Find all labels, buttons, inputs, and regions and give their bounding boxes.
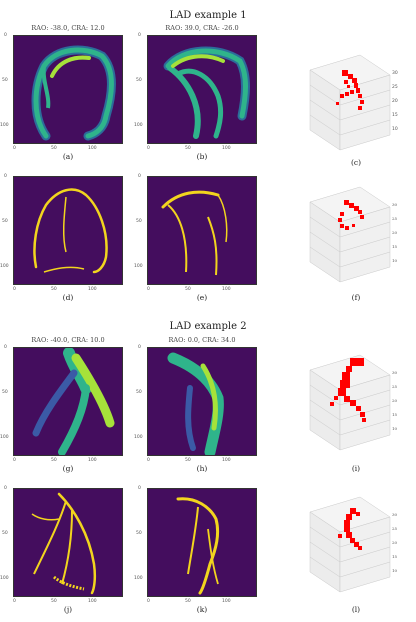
tick-x-b-100: 100 xyxy=(222,146,231,151)
tick-x-j-0: 0 xyxy=(13,599,16,604)
projection-h xyxy=(147,347,257,456)
projection-b xyxy=(147,35,257,144)
tick-x-g-0: 0 xyxy=(13,458,16,463)
tick-x-a-0: 0 xyxy=(13,146,16,151)
view-label-b: RAO: 39.0, CRA: -26.0 xyxy=(165,24,239,32)
tick-x-h-100: 100 xyxy=(222,458,231,463)
tick-y-g-50: 50 xyxy=(2,390,8,395)
z3d-i-10: 10 xyxy=(392,426,398,431)
z3d-c-10: 10 xyxy=(392,126,398,132)
tick-x-e-100: 100 xyxy=(222,287,231,292)
view-label-g: RAO: -40.0, CRA: 10.0 xyxy=(31,336,105,344)
tick-y-g-0: 0 xyxy=(4,345,7,350)
tick-y-d-50: 50 xyxy=(2,219,8,224)
z3d-c-15: 15 xyxy=(392,112,398,118)
z3d-f-15: 15 xyxy=(392,244,398,249)
segmentation-k xyxy=(147,488,257,597)
caption-k: (k) xyxy=(196,605,208,614)
tick-x-d-50: 50 xyxy=(51,287,57,292)
caption-c: (c) xyxy=(350,158,362,167)
tick-y-a-100: 100 xyxy=(0,123,9,128)
tick-x-a-100: 100 xyxy=(88,146,97,151)
tick-x-e-50: 50 xyxy=(185,287,191,292)
tick-y-b-50: 50 xyxy=(136,78,142,83)
z3d-c-20: 20 xyxy=(392,98,398,104)
segmentation-d xyxy=(13,176,123,285)
tick-x-d-100: 100 xyxy=(88,287,97,292)
z3d-l-30: 30 xyxy=(392,512,398,517)
tick-y-k-100: 100 xyxy=(134,576,143,581)
tick-x-d-0: 0 xyxy=(13,287,16,292)
section2-title: LAD example 2 xyxy=(169,321,247,332)
caption-g: (g) xyxy=(62,464,74,473)
tick-y-b-0: 0 xyxy=(138,33,141,38)
tick-y-a-50: 50 xyxy=(2,78,8,83)
tick-y-g-100: 100 xyxy=(0,435,9,440)
caption-l: (l) xyxy=(351,605,361,614)
tick-y-e-50: 50 xyxy=(136,219,142,224)
tick-y-j-0: 0 xyxy=(4,486,7,491)
z3d-l-15: 15 xyxy=(392,554,398,559)
tick-x-h-0: 0 xyxy=(147,458,150,463)
tick-x-b-0: 0 xyxy=(147,146,150,151)
caption-d: (d) xyxy=(62,293,74,302)
caption-a: (a) xyxy=(62,152,74,161)
tick-x-b-50: 50 xyxy=(185,146,191,151)
tick-y-a-0: 0 xyxy=(4,33,7,38)
tick-x-h-50: 50 xyxy=(185,458,191,463)
caption-f: (f) xyxy=(351,293,361,302)
section1-title: LAD example 1 xyxy=(169,10,247,21)
tick-y-h-50: 50 xyxy=(136,390,142,395)
z3d-f-30: 30 xyxy=(392,202,398,207)
z3d-i-15: 15 xyxy=(392,412,398,417)
segmentation-e xyxy=(147,176,257,285)
tick-x-k-100: 100 xyxy=(222,599,231,604)
tick-y-k-50: 50 xyxy=(136,531,142,536)
caption-h: (h) xyxy=(196,464,208,473)
tick-x-e-0: 0 xyxy=(147,287,150,292)
plot3d-f: 30 25 20 15 10 xyxy=(309,186,398,283)
tick-x-j-50: 50 xyxy=(51,599,57,604)
tick-y-h-100: 100 xyxy=(134,435,143,440)
z3d-f-25: 25 xyxy=(392,216,398,221)
plot3d-i: 30 25 20 15 10 xyxy=(309,354,398,451)
tick-x-a-50: 50 xyxy=(51,146,57,151)
tick-y-h-0: 0 xyxy=(138,345,141,350)
tick-x-g-100: 100 xyxy=(88,458,97,463)
plot3d-c: 30 25 20 15 10 xyxy=(309,54,398,151)
z3d-i-25: 25 xyxy=(392,384,398,389)
z3d-c-25: 25 xyxy=(392,84,398,90)
tick-y-e-0: 0 xyxy=(138,174,141,179)
z3d-c-30: 30 xyxy=(392,70,398,76)
caption-j: (j) xyxy=(63,605,73,614)
tick-y-d-0: 0 xyxy=(4,174,7,179)
tick-y-b-100: 100 xyxy=(134,123,143,128)
projection-a xyxy=(13,35,123,144)
z3d-i-30: 30 xyxy=(392,370,398,375)
tick-x-k-50: 50 xyxy=(185,599,191,604)
caption-e: (e) xyxy=(196,293,208,302)
z3d-l-10: 10 xyxy=(392,568,398,573)
z3d-f-20: 20 xyxy=(392,230,398,235)
tick-x-k-0: 0 xyxy=(147,599,150,604)
tick-y-k-0: 0 xyxy=(138,486,141,491)
z3d-f-10: 10 xyxy=(392,258,398,263)
tick-y-j-50: 50 xyxy=(2,531,8,536)
view-label-h: RAO: 0.0, CRA: 34.0 xyxy=(168,336,236,344)
tick-y-d-100: 100 xyxy=(0,264,9,269)
caption-i: (i) xyxy=(351,464,361,473)
tick-y-j-100: 100 xyxy=(0,576,9,581)
plot3d-l: 30 25 20 15 10 xyxy=(309,496,398,593)
z3d-l-20: 20 xyxy=(392,540,398,545)
view-label-a: RAO: -38.0, CRA: 12.0 xyxy=(31,24,105,32)
tick-y-e-100: 100 xyxy=(134,264,143,269)
segmentation-j xyxy=(13,488,123,597)
z3d-l-25: 25 xyxy=(392,526,398,531)
tick-x-j-100: 100 xyxy=(88,599,97,604)
tick-x-g-50: 50 xyxy=(51,458,57,463)
caption-b: (b) xyxy=(196,152,208,161)
projection-g xyxy=(13,347,123,456)
z3d-i-20: 20 xyxy=(392,398,398,403)
